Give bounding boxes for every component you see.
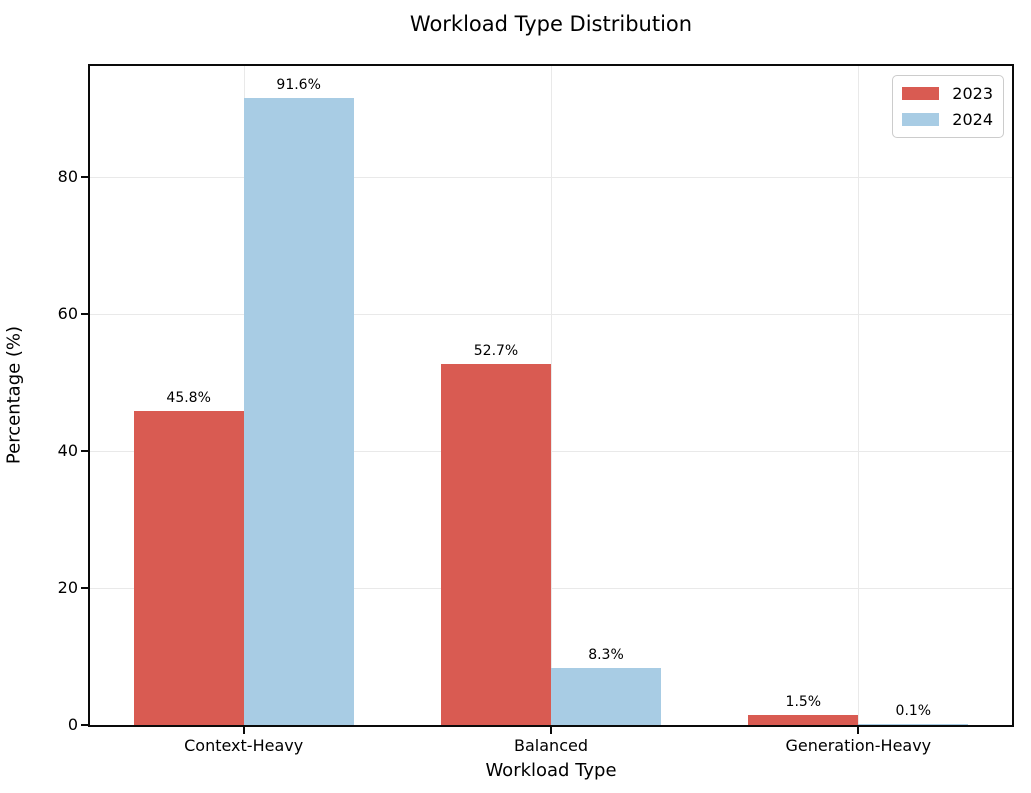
- plot-area: 45.8% 91.6% 52.7% 8.3% 1.5% 0.1% 2023 2024: [88, 64, 1014, 727]
- y-axis-label: Percentage (%): [3, 325, 25, 465]
- x-tick-label: Generation-Heavy: [785, 736, 932, 755]
- x-axis-label: Workload Type: [485, 760, 617, 781]
- chart-title: Workload Type Distribution: [409, 12, 693, 36]
- y-tick-mark: [81, 312, 88, 315]
- bar-value-label: 8.3%: [588, 647, 624, 663]
- y-tick-label: 60: [57, 303, 78, 323]
- y-tick-mark: [81, 175, 88, 178]
- x-tick-label: Balanced: [514, 736, 588, 755]
- x-tick-mark: [857, 727, 860, 734]
- bar-2024-context-heavy: [243, 98, 354, 725]
- gridline-vertical: [551, 66, 552, 725]
- legend-swatch-2024: [902, 113, 939, 126]
- y-tick-mark: [81, 449, 88, 452]
- gridline-vertical: [858, 66, 860, 725]
- legend-entry: 2024: [902, 110, 993, 129]
- bar-2023-balanced: [441, 364, 551, 725]
- y-tick-label: 20: [57, 577, 78, 597]
- bar-2023-context-heavy: [133, 411, 244, 725]
- bar-2024-generation-heavy: [858, 724, 969, 725]
- bar-value-label: 45.8%: [166, 390, 211, 406]
- bar-value-label: 0.1%: [895, 703, 932, 719]
- y-tick-label: 40: [57, 440, 78, 460]
- y-tick-mark: [81, 586, 88, 589]
- x-tick-label: Context-Heavy: [184, 736, 304, 755]
- bar-value-label: 1.5%: [785, 694, 822, 710]
- legend-label: 2024: [952, 110, 993, 129]
- legend-label: 2023: [952, 84, 993, 103]
- y-tick-label: 0: [67, 715, 78, 734]
- y-tick-label: 80: [57, 166, 78, 186]
- bar-value-label: 91.6%: [276, 77, 321, 93]
- legend: 2023 2024: [892, 75, 1004, 138]
- bar-2024-balanced: [551, 668, 661, 725]
- legend-swatch-2023: [902, 87, 939, 100]
- legend-entry: 2023: [902, 84, 993, 103]
- bar-value-label: 52.7%: [473, 343, 519, 359]
- y-tick-mark: [81, 724, 88, 726]
- x-tick-mark: [242, 727, 245, 734]
- bar-2023-generation-heavy: [748, 715, 859, 725]
- x-tick-mark: [550, 727, 552, 734]
